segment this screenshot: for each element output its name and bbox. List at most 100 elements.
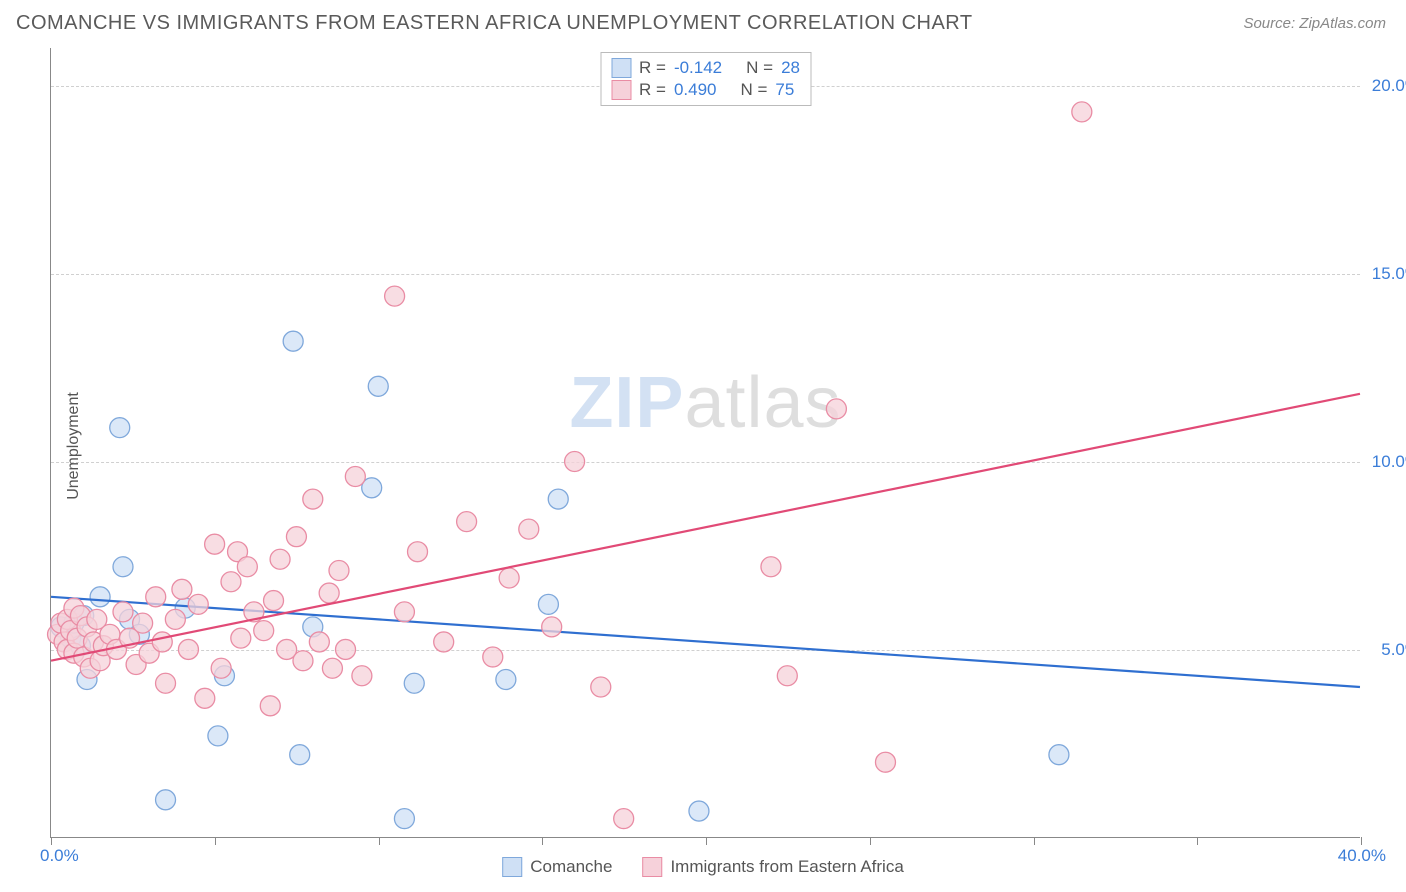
data-point-eafrica (434, 632, 454, 652)
data-point-comanche (548, 489, 568, 509)
data-point-eafrica (329, 561, 349, 581)
header: COMANCHE VS IMMIGRANTS FROM EASTERN AFRI… (0, 0, 1406, 41)
legend-row-comanche: R = -0.142 N = 28 (611, 57, 800, 79)
legend-swatch-icon (642, 857, 662, 877)
legend-row-eafrica: R = 0.490 N = 75 (611, 79, 800, 101)
data-point-comanche (368, 376, 388, 396)
data-point-eafrica (322, 658, 342, 678)
legend-r-value-eafrica: 0.490 (674, 80, 717, 100)
data-point-eafrica (483, 647, 503, 667)
legend-item-eafrica: Immigrants from Eastern Africa (642, 857, 903, 877)
legend-swatch-icon (502, 857, 522, 877)
data-point-eafrica (303, 489, 323, 509)
legend-n-value-eafrica: 75 (775, 80, 794, 100)
data-point-eafrica (826, 399, 846, 419)
data-point-eafrica (260, 696, 280, 716)
chart-plot-area: R = -0.142 N = 28 R = 0.490 N = 75 ZIPat… (50, 48, 1360, 838)
data-point-eafrica (286, 527, 306, 547)
data-point-eafrica (205, 534, 225, 554)
x-tick (379, 837, 380, 845)
legend-n-label: N = (740, 80, 767, 100)
correlation-legend: R = -0.142 N = 28 R = 0.490 N = 75 (600, 52, 811, 106)
data-point-comanche (113, 557, 133, 577)
data-point-comanche (290, 745, 310, 765)
legend-r-label: R = (639, 80, 666, 100)
data-point-eafrica (270, 549, 290, 569)
data-point-comanche (689, 801, 709, 821)
data-point-eafrica (875, 752, 895, 772)
x-tick (215, 837, 216, 845)
legend-label-comanche: Comanche (530, 857, 612, 877)
data-point-eafrica (519, 519, 539, 539)
trend-line-eafrica (51, 394, 1360, 661)
data-point-eafrica (1072, 102, 1092, 122)
data-point-eafrica (146, 587, 166, 607)
chart-title: COMANCHE VS IMMIGRANTS FROM EASTERN AFRI… (16, 12, 973, 35)
data-point-eafrica (172, 579, 192, 599)
y-tick-label: 20.0% (1372, 76, 1406, 96)
data-point-eafrica (565, 451, 585, 471)
data-point-eafrica (178, 639, 198, 659)
data-point-eafrica (309, 632, 329, 652)
data-point-eafrica (264, 591, 284, 611)
legend-label-eafrica: Immigrants from Eastern Africa (670, 857, 903, 877)
data-point-eafrica (133, 613, 153, 633)
data-point-eafrica (254, 621, 274, 641)
data-point-eafrica (542, 617, 562, 637)
data-point-eafrica (385, 286, 405, 306)
data-point-eafrica (113, 602, 133, 622)
legend-n-value-comanche: 28 (781, 58, 800, 78)
x-tick (1361, 837, 1362, 845)
x-tick (51, 837, 52, 845)
source-label: Source: ZipAtlas.com (1243, 15, 1386, 32)
legend-n-label: N = (746, 58, 773, 78)
legend-r-label: R = (639, 58, 666, 78)
y-tick-label: 15.0% (1372, 264, 1406, 284)
x-tick-end: 40.0% (1338, 846, 1386, 866)
data-point-eafrica (188, 594, 208, 614)
x-tick-start: 0.0% (40, 846, 79, 866)
series-legend: Comanche Immigrants from Eastern Africa (502, 848, 904, 886)
data-point-eafrica (499, 568, 519, 588)
data-point-eafrica (457, 512, 477, 532)
data-point-eafrica (591, 677, 611, 697)
data-point-eafrica (336, 639, 356, 659)
legend-r-value-comanche: -0.142 (674, 58, 722, 78)
data-point-eafrica (152, 632, 172, 652)
x-tick (870, 837, 871, 845)
data-point-comanche (394, 809, 414, 829)
data-point-eafrica (165, 609, 185, 629)
data-point-eafrica (293, 651, 313, 671)
scatter-svg (51, 48, 1360, 837)
data-point-eafrica (221, 572, 241, 592)
x-tick (706, 837, 707, 845)
legend-item-comanche: Comanche (502, 857, 612, 877)
y-tick-label: 10.0% (1372, 452, 1406, 472)
x-tick (1034, 837, 1035, 845)
data-point-comanche (538, 594, 558, 614)
data-point-eafrica (319, 583, 339, 603)
data-point-comanche (110, 418, 130, 438)
data-point-comanche (208, 726, 228, 746)
data-point-eafrica (195, 688, 215, 708)
data-point-eafrica (761, 557, 781, 577)
data-point-eafrica (231, 628, 251, 648)
data-point-comanche (496, 670, 516, 690)
y-tick-label: 5.0% (1381, 640, 1406, 660)
data-point-comanche (90, 587, 110, 607)
legend-swatch-eafrica (611, 80, 631, 100)
data-point-eafrica (156, 673, 176, 693)
data-point-comanche (283, 331, 303, 351)
data-point-eafrica (345, 467, 365, 487)
data-point-comanche (404, 673, 424, 693)
data-point-eafrica (408, 542, 428, 562)
legend-swatch-comanche (611, 58, 631, 78)
data-point-eafrica (352, 666, 372, 686)
data-point-comanche (156, 790, 176, 810)
data-point-comanche (1049, 745, 1069, 765)
data-point-eafrica (777, 666, 797, 686)
data-point-eafrica (394, 602, 414, 622)
data-point-eafrica (614, 809, 634, 829)
data-point-eafrica (211, 658, 231, 678)
x-tick (542, 837, 543, 845)
